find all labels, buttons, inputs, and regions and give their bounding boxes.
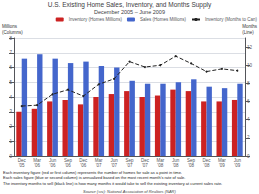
svg-text:'06: '06	[80, 163, 86, 168]
svg-text:(Line): (Line)	[242, 30, 254, 35]
svg-text:0: 0	[9, 154, 12, 159]
svg-text:Sep: Sep	[63, 158, 72, 163]
svg-text:'05: '05	[19, 163, 25, 168]
svg-text:8: 8	[9, 36, 12, 41]
svg-text:'08: '08	[173, 163, 179, 168]
svg-text:1: 1	[9, 139, 12, 144]
svg-text:'08: '08	[157, 163, 163, 168]
svg-text:7: 7	[9, 50, 12, 55]
svg-text:4: 4	[9, 95, 12, 100]
svg-text:Dec: Dec	[17, 158, 26, 163]
svg-text:5: 5	[9, 80, 12, 85]
svg-text:3: 3	[9, 109, 12, 114]
svg-text:Source (src): National Associa: Source (src): National Association of Re…	[83, 189, 176, 194]
svg-text:2: 2	[9, 124, 12, 129]
svg-text:Mar: Mar	[156, 158, 165, 163]
svg-text:Sep: Sep	[187, 158, 196, 163]
svg-text:'07: '07	[142, 163, 148, 168]
svg-text:Mar: Mar	[218, 158, 226, 163]
svg-text:Dec: Dec	[79, 158, 88, 163]
svg-text:Sales (Homes Millions): Sales (Homes Millions)	[140, 17, 187, 22]
svg-text:12: 12	[247, 45, 253, 50]
svg-text:'09: '09	[219, 163, 225, 168]
svg-text:'07: '07	[127, 163, 133, 168]
svg-text:The inventory months to sell (: The inventory months to sell (black line…	[3, 181, 222, 186]
svg-text:Millions: Millions	[2, 24, 18, 29]
svg-text:'07: '07	[111, 163, 117, 168]
svg-text:December 2005 – June 2009: December 2005 – June 2009	[94, 9, 165, 15]
svg-text:Dec: Dec	[140, 158, 149, 163]
svg-text:(Columns): (Columns)	[2, 30, 23, 35]
svg-text:Jun: Jun	[110, 158, 118, 163]
svg-text:Jun: Jun	[172, 158, 180, 163]
svg-text:4: 4	[247, 117, 250, 122]
svg-text:Each inventory figure (red or: Each inventory figure (red or first colu…	[3, 170, 182, 175]
svg-text:'07: '07	[96, 163, 102, 168]
svg-text:Dec: Dec	[202, 158, 211, 163]
svg-text:10: 10	[247, 63, 253, 68]
svg-text:'08: '08	[188, 163, 194, 168]
svg-text:Each sales figure (blue or sec: Each sales figure (blue or second column…	[3, 175, 185, 180]
svg-text:'08: '08	[204, 163, 210, 168]
svg-text:6: 6	[9, 65, 12, 70]
svg-text:Inventory (Homes Millions): Inventory (Homes Millions)	[69, 17, 123, 22]
svg-text:Mar: Mar	[94, 158, 103, 163]
svg-text:Sep: Sep	[125, 158, 134, 163]
svg-text:8: 8	[247, 81, 250, 86]
svg-text:2: 2	[247, 135, 250, 140]
svg-text:Jun: Jun	[48, 158, 57, 163]
svg-text:'06: '06	[65, 163, 71, 168]
svg-text:6: 6	[247, 99, 250, 104]
svg-text:0: 0	[247, 154, 250, 159]
svg-text:'09: '09	[234, 163, 240, 168]
svg-text:U.S. Existing Home Sales, Inve: U.S. Existing Home Sales, Inventory, and…	[48, 1, 212, 9]
svg-text:'06: '06	[34, 163, 40, 168]
svg-text:Months: Months	[242, 24, 258, 29]
svg-text:Jun: Jun	[233, 158, 241, 163]
svg-text:'06: '06	[50, 163, 56, 168]
svg-text:Inventory (Months to Can): Inventory (Months to Can)	[205, 17, 258, 22]
svg-text:Mar: Mar	[33, 158, 41, 163]
